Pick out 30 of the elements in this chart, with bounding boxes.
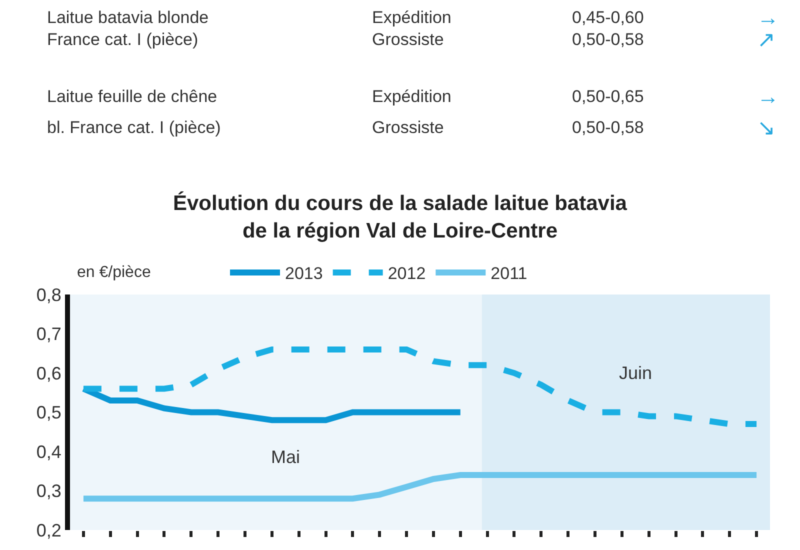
text: → [757,5,779,30]
y-tick-label: 0,6 [36,363,62,384]
text: 0,50-0,58 [572,118,644,137]
text: ↘ [757,115,775,140]
text: 0,50-0,58 [572,30,644,49]
text: Laitue batavia blonde [47,8,209,27]
legend-label: 2012 [388,264,426,284]
y-axis-title: en €/pièce [77,264,151,281]
y-tick-label: 0,7 [36,324,62,344]
text: Grossiste [372,30,444,49]
text: Grossiste [372,118,444,137]
legend-label: 2011 [490,264,528,284]
y-tick-label: 0,5 [36,402,62,423]
text: 0,50-0,65 [572,87,644,106]
text: ↗ [757,27,775,52]
text: Expédition [372,87,452,106]
text: Laitue feuille de chêne [47,87,218,106]
text: Expédition [372,8,452,27]
annotation: Juin [619,363,652,383]
y-tick-label: 0,2 [36,520,62,540]
y-tick-label: 0,4 [36,442,62,462]
annotation: Mai [271,447,300,467]
text: France cat. I (pièce) [47,30,198,49]
chart-title: Évolution du cours de la salade laitue batavia de la région Val de Loire-Centre [173,191,628,242]
text: → [757,84,779,109]
text: 0,45-0,60 [572,8,644,27]
text: bl. France cat. I (pièce) [47,118,221,137]
legend-label: 2013 [285,264,323,284]
y-tick-label: 0,8 [36,284,62,305]
y-tick-label: 0,3 [36,481,62,502]
